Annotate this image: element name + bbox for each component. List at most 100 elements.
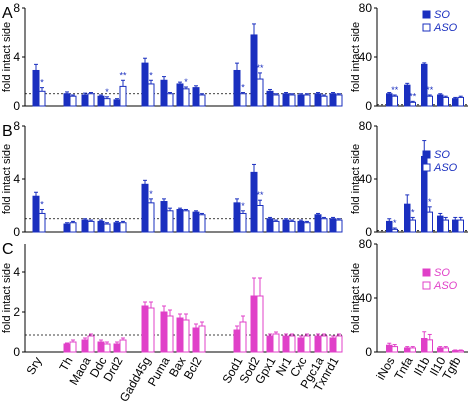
bar-so-tgfb bbox=[452, 98, 459, 107]
panel-letter-c: C bbox=[2, 241, 14, 258]
y-axis-title: fold intact side bbox=[350, 144, 362, 214]
bar-aso-inos bbox=[391, 95, 398, 107]
bar-so-maoa bbox=[81, 339, 89, 353]
bar-aso-maoa bbox=[87, 93, 95, 107]
bar-aso-ddc bbox=[103, 98, 111, 107]
bar-aso-inos bbox=[391, 346, 398, 353]
bar-aso-cxc bbox=[303, 94, 311, 107]
bar-aso-drd2 bbox=[119, 85, 127, 107]
significance-star: ** bbox=[426, 85, 434, 95]
bar-so-drd2 bbox=[113, 343, 121, 353]
bar-aso-puma bbox=[166, 315, 174, 353]
bar-so-bcl2 bbox=[192, 87, 200, 107]
significance-star: ** bbox=[409, 91, 417, 101]
bar-aso-sry bbox=[38, 212, 46, 233]
bar-so-pgc1a bbox=[314, 93, 322, 107]
bar-so-tnfa bbox=[404, 347, 411, 353]
significance-star: * bbox=[149, 189, 153, 199]
bar-aso-il10 bbox=[442, 347, 449, 353]
bar-aso-nr1 bbox=[288, 335, 296, 353]
bar-aso-txnrd1 bbox=[335, 219, 343, 233]
bar-aso-bax bbox=[182, 210, 190, 233]
bar-so-bax bbox=[176, 83, 184, 107]
legend-swatch-so bbox=[422, 10, 431, 19]
bar-so-sod1 bbox=[233, 202, 241, 233]
significance-star: * bbox=[105, 87, 109, 97]
bar-aso-pgc1a bbox=[320, 218, 328, 233]
bar-so-sry bbox=[32, 69, 40, 107]
chart-B-left: 048***** bbox=[13, 119, 343, 239]
y-tick-label: 8 bbox=[13, 1, 20, 15]
bar-so-gadd45g bbox=[141, 183, 149, 233]
bar-so-gadd45g bbox=[141, 305, 149, 353]
bar-aso-tnfa bbox=[409, 219, 416, 233]
y-tick-label: 0 bbox=[13, 345, 20, 359]
bar-aso-ddc bbox=[103, 223, 111, 233]
chart-A-right: 0 40 80 ** ** ** bbox=[359, 1, 468, 113]
legend-label-aso: ASO bbox=[433, 280, 458, 292]
bar-aso-bcl2 bbox=[198, 214, 206, 233]
bar-so-th bbox=[63, 223, 71, 233]
bar-so-inos bbox=[386, 344, 393, 353]
y-axis-title: fold intact side bbox=[1, 22, 13, 92]
bar-so-tgfb bbox=[452, 219, 459, 233]
significance-star: * bbox=[411, 207, 415, 217]
bar-aso-maoa bbox=[87, 220, 95, 233]
bar-so-ddc bbox=[97, 95, 105, 107]
bar-so-il1b bbox=[421, 338, 428, 353]
bar-so-puma bbox=[160, 201, 168, 233]
bar-aso-il10 bbox=[442, 96, 449, 107]
panel-letter-a: A bbox=[2, 5, 13, 22]
bar-aso-drd2 bbox=[119, 222, 127, 233]
bar-so-drd2 bbox=[113, 222, 121, 233]
significance-star: ** bbox=[256, 190, 264, 200]
x-tick-label-bcl2: Bcl2 bbox=[181, 354, 205, 381]
chart-A-left: 048**** ***** bbox=[13, 1, 343, 113]
bar-aso-puma bbox=[166, 93, 174, 107]
bar-so-nr1 bbox=[282, 93, 290, 107]
significance-star: * bbox=[241, 201, 245, 211]
y-tick-label: 80 bbox=[359, 1, 373, 15]
bar-so-txnrd1 bbox=[329, 93, 337, 107]
bar-so-il10 bbox=[437, 94, 444, 107]
significance-star: * bbox=[40, 199, 44, 209]
bar-aso-tgfb bbox=[457, 96, 464, 107]
bar-aso-bcl2 bbox=[198, 94, 206, 107]
bar-aso-pgc1a bbox=[320, 95, 328, 107]
significance-star: * bbox=[428, 197, 432, 207]
bar-aso-gpx1 bbox=[272, 220, 280, 233]
bar-so-maoa bbox=[81, 94, 89, 107]
bar-so-inos bbox=[386, 93, 393, 107]
bar-aso-bax bbox=[182, 319, 190, 353]
bar-so-tnfa bbox=[404, 203, 411, 233]
bar-aso-tgfb bbox=[457, 350, 464, 353]
legend-swatch-so bbox=[422, 150, 431, 159]
significance-star: * bbox=[184, 77, 188, 87]
bar-so-bcl2 bbox=[192, 211, 200, 233]
significance-star: ** bbox=[391, 85, 399, 95]
bar-so-ddc bbox=[97, 341, 105, 353]
bar-so-gadd45g bbox=[141, 62, 149, 107]
bar-aso-cxc bbox=[303, 222, 311, 233]
bar-aso-sod1 bbox=[239, 321, 247, 353]
legend-label-so: SO bbox=[434, 9, 450, 21]
bar-aso-sod1 bbox=[239, 93, 247, 107]
bar-aso-tnfa bbox=[409, 347, 416, 353]
legend-swatch-aso bbox=[422, 23, 431, 32]
bar-aso-il1b bbox=[426, 95, 433, 107]
legend-label-aso: ASO bbox=[433, 22, 458, 34]
significance-star: * bbox=[241, 83, 245, 93]
bar-so-nr1 bbox=[282, 219, 290, 233]
bar-aso-txnrd1 bbox=[335, 335, 343, 353]
significance-star: * bbox=[149, 70, 153, 80]
bar-so-txnrd1 bbox=[329, 337, 337, 353]
bar-aso-bcl2 bbox=[198, 325, 206, 353]
bar-aso-bax bbox=[182, 88, 190, 107]
y-tick-label: 0 bbox=[365, 99, 372, 113]
bar-aso-sod2 bbox=[256, 78, 264, 107]
y-tick-label: 40 bbox=[359, 291, 373, 305]
bar-aso-pgc1a bbox=[320, 335, 328, 353]
y-tick-label: 0 bbox=[13, 225, 20, 239]
